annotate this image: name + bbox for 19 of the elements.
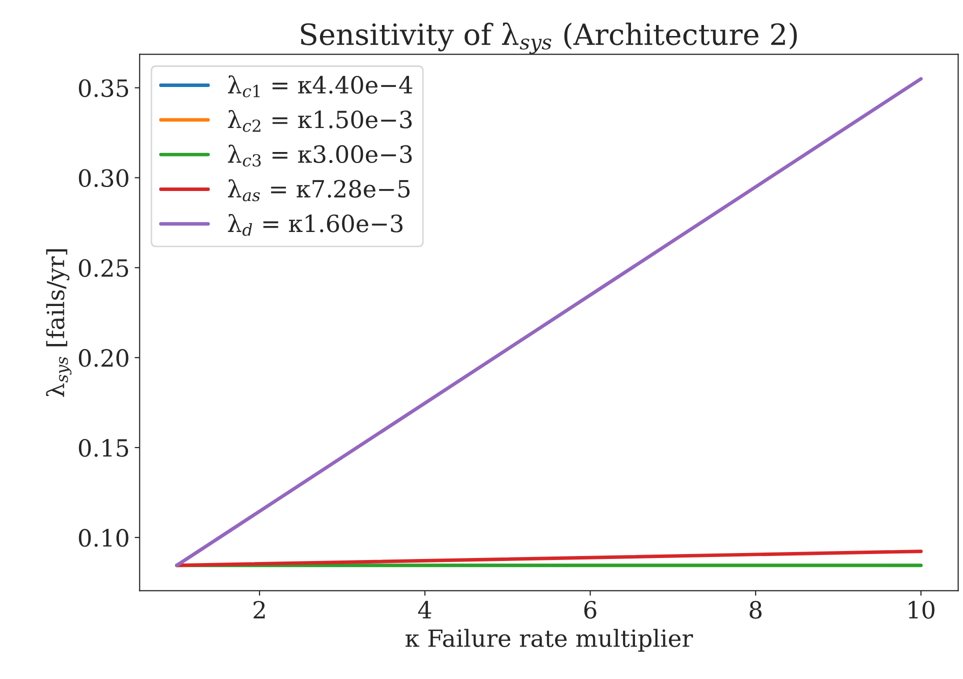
legend-label: λ$_{c2}$ = κ1.50e−3 bbox=[228, 110, 412, 132]
x-axis-title: κ Failure rate multiplier bbox=[406, 628, 694, 652]
x-tick-label: 2 bbox=[254, 600, 265, 618]
y-tick-label: 0.10 bbox=[78, 528, 128, 547]
x-tick-label: 4 bbox=[418, 600, 432, 618]
x-tick-label: 6 bbox=[584, 600, 596, 619]
legend-label: λ$_{c1}$ = κ4.40e−4 bbox=[228, 75, 412, 98]
chart-title: Sensitivity of λ$_{sys}$ (Architecture 2) bbox=[300, 22, 797, 54]
legend-label: λ$_{as}$ = κ7.28e−5 bbox=[228, 179, 410, 202]
y-tick-label: 0.15 bbox=[78, 438, 128, 457]
legend-label: λ$_{d}$ = κ1.60e−3 bbox=[228, 214, 403, 236]
y-tick-label: 0.35 bbox=[78, 79, 128, 98]
y-tick-label: 0.30 bbox=[78, 169, 128, 188]
legend-label: λ$_{c3}$ = κ3.00e−3 bbox=[228, 144, 412, 167]
x-tick-label: 10 bbox=[908, 600, 934, 619]
y-axis-title: λ$_{sys}$ [fails/yr] bbox=[46, 249, 72, 397]
x-tick-label: 8 bbox=[750, 600, 762, 619]
y-tick-label: 0.25 bbox=[78, 259, 128, 277]
y-tick-label: 0.20 bbox=[78, 349, 128, 367]
